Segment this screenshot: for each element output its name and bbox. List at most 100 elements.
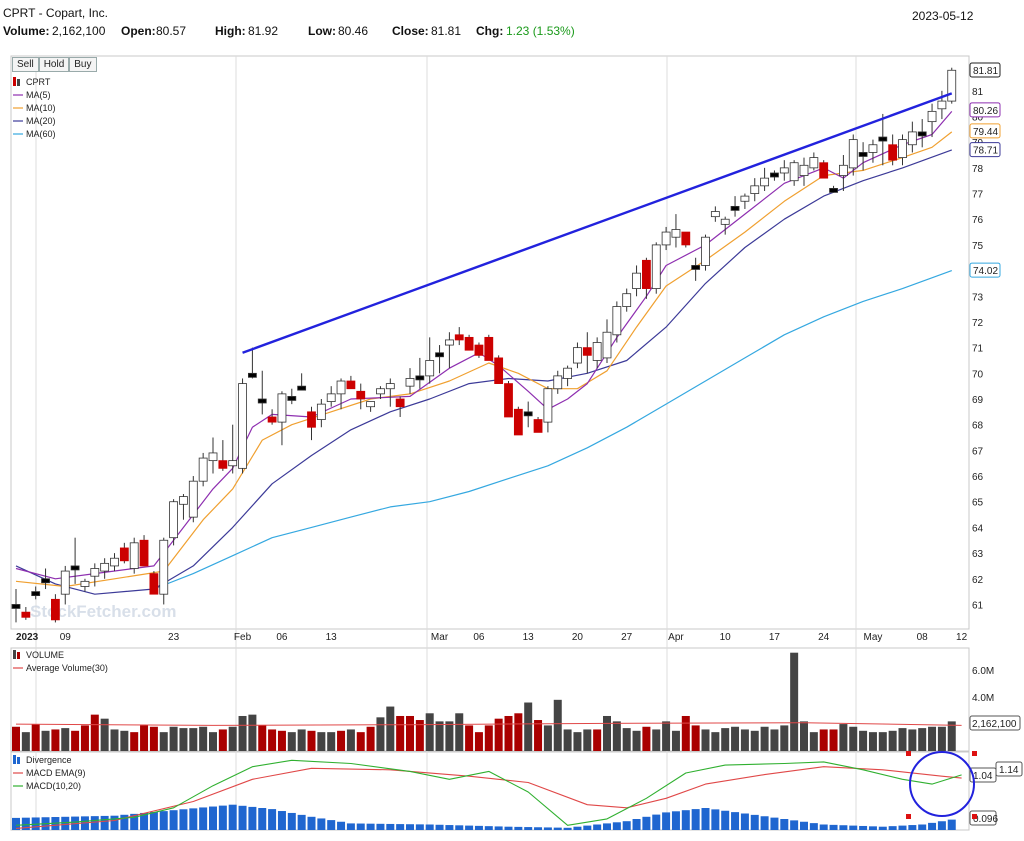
volume-bar [356, 732, 365, 751]
histogram-bar [287, 812, 296, 830]
change-value: 1.23 (1.53%) [506, 24, 575, 38]
legend-icon [17, 652, 20, 659]
histogram-bar [90, 816, 99, 830]
price-tag [969, 62, 1001, 78]
histogram-bar [711, 809, 720, 830]
candle-body [346, 380, 356, 390]
histogram-bar [61, 816, 70, 830]
volume-bar [228, 726, 237, 751]
candle-body [474, 344, 484, 356]
average-volume-line [15, 722, 962, 726]
volume-bar [898, 728, 907, 751]
histogram-bar [327, 820, 336, 830]
candle-body [70, 565, 80, 571]
candle-body [504, 383, 513, 418]
volume-bar [248, 714, 257, 751]
volume-bar [445, 721, 454, 751]
candle-body [60, 570, 70, 595]
legend-label: MACD(10,20) [26, 781, 81, 791]
volume-bar [366, 726, 375, 751]
candle-body [316, 403, 326, 420]
price-tick-label: 69 [972, 395, 984, 406]
volume-bar [376, 717, 385, 751]
histogram-bar [435, 824, 444, 830]
volume-tag-label: 2,162,100 [972, 719, 1017, 730]
volume-bar [750, 730, 759, 751]
volume-bar [740, 729, 749, 751]
candle-body [760, 177, 769, 187]
close-value: 81.81 [431, 24, 462, 38]
volume-bar [435, 721, 444, 751]
histogram-bar [603, 823, 611, 830]
histogram-bar [337, 821, 346, 830]
price-tick-label: 71 [972, 344, 984, 355]
volume-bar [947, 721, 956, 751]
x-tick-label: 10 [720, 632, 732, 643]
histogram-bar [524, 827, 533, 830]
price-tag [969, 142, 1001, 158]
candle-body [287, 396, 297, 401]
volume-bar [307, 730, 316, 751]
candle-body [31, 591, 41, 597]
candle-body [819, 162, 829, 179]
histogram-bar [839, 825, 848, 830]
hold-button[interactable]: Hold [38, 57, 70, 72]
histogram-bar [494, 826, 503, 830]
volume-bar [809, 732, 818, 751]
volume-bar [140, 725, 149, 751]
candle-body [494, 357, 504, 384]
volume-bar [465, 725, 474, 751]
histogram-bar [110, 815, 119, 830]
histogram-bar [396, 824, 405, 830]
price-tick-label: 72 [972, 318, 984, 329]
candle-body [179, 496, 188, 505]
volume-bar [80, 725, 89, 751]
volume-value: 2,162,100 [52, 24, 106, 38]
volume-bar [662, 721, 671, 751]
ma60-line [153, 270, 953, 590]
candle-body [612, 306, 622, 336]
volume-bar [918, 728, 927, 751]
volume-bar [386, 706, 395, 751]
volume-bar [829, 729, 838, 751]
price-tag [969, 262, 1001, 278]
candle-body [691, 265, 701, 270]
candle-body [533, 419, 543, 433]
volume-bar [41, 730, 50, 751]
candle-body [553, 375, 563, 390]
sell-button[interactable]: Sell [12, 57, 39, 72]
histogram-bar [859, 825, 868, 830]
histogram-bar [366, 823, 375, 830]
volume-bar [31, 724, 40, 751]
volume-bar [425, 713, 434, 751]
candle-body [169, 501, 179, 539]
histogram-bar [928, 822, 937, 830]
price-tick-label: 73 [972, 292, 984, 303]
candle-body [80, 580, 90, 587]
close-label: Close: [392, 24, 429, 38]
volume-bar [12, 726, 20, 751]
candle-body [326, 393, 336, 402]
volume-bar [543, 725, 552, 751]
legend-label: MA(10) [26, 103, 56, 113]
candle-body [444, 339, 454, 346]
buy-button[interactable]: Buy [69, 57, 97, 72]
histogram-bar [169, 810, 178, 830]
volume-bar [455, 713, 464, 751]
macd-ema-line [15, 766, 962, 829]
candle-body [848, 139, 858, 169]
x-tick-label: 17 [769, 632, 781, 643]
volume-bar [760, 726, 769, 751]
volume-bar [790, 652, 799, 751]
volume-bar [317, 732, 326, 751]
macd-line [15, 759, 962, 826]
histogram-bar [583, 825, 592, 830]
candle-body [927, 110, 937, 123]
volume-bar [681, 715, 690, 751]
histogram-bar [534, 827, 543, 830]
volume-bar [169, 726, 178, 751]
volume-bar [100, 718, 109, 751]
histogram-bar [307, 816, 316, 830]
volume-tick-label: 4.0M [972, 693, 994, 704]
